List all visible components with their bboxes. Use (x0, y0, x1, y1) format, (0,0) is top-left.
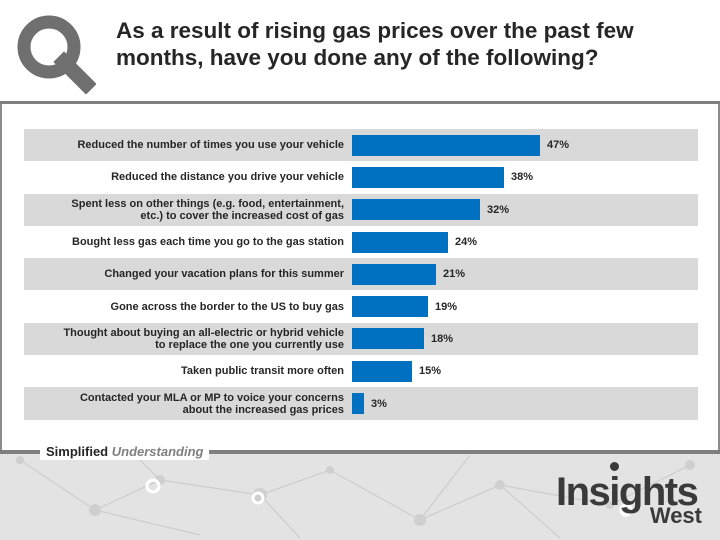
category-label: Changed your vacation plans for this sum… (24, 258, 344, 290)
chart-bar (352, 166, 504, 188)
tagline-rule (0, 450, 720, 454)
category-label-line: Spent less on other things (e.g. food, e… (71, 197, 344, 210)
data-label: 38% (511, 171, 534, 184)
brand-sub: West (649, 503, 702, 528)
chart-bar (352, 296, 428, 318)
header: As a result of rising gas prices over th… (0, 0, 720, 103)
chart-bar (352, 231, 448, 253)
chart-bar (352, 393, 364, 415)
category-label-line: Gone across the border to the US to buy … (110, 300, 344, 313)
data-label: 21% (443, 268, 466, 281)
brand-logo: Insights West (552, 462, 712, 530)
category-label-line: Contacted your MLA or MP to voice your c… (79, 391, 344, 404)
category-label-line: Reduced the distance you drive your vehi… (111, 171, 344, 184)
category-label-line: about the increased gas prices (182, 403, 344, 416)
category-label: Thought about buying an all-electric or … (24, 323, 344, 355)
data-label: 3% (371, 397, 387, 410)
category-label: Contacted your MLA or MP to voice your c… (24, 387, 344, 419)
category-label-line: etc.) to cover the increased cost of gas (140, 209, 344, 222)
category-label-line: Thought about buying an all-electric or … (63, 326, 344, 339)
chart-bar (352, 263, 436, 285)
category-label: Gone across the border to the US to buy … (24, 291, 344, 323)
category-label-line: to replace the one you currently use (155, 338, 344, 351)
data-label: 19% (435, 300, 458, 313)
data-label: 24% (455, 236, 478, 249)
data-label: 47% (547, 139, 570, 152)
category-label: Spent less on other things (e.g. food, e… (24, 194, 344, 226)
category-label-line: Bought less gas each time you go to the … (72, 236, 344, 249)
category-label-line: Changed your vacation plans for this sum… (104, 268, 344, 281)
tagline-part1: Simplified (46, 444, 109, 459)
chart-bar (352, 328, 424, 350)
chart-bar (352, 360, 412, 382)
brand-dot-icon (610, 462, 619, 471)
tagline: Simplified Understanding (40, 444, 210, 460)
page-title: As a result of rising gas prices over th… (116, 18, 634, 70)
data-label: 15% (419, 365, 442, 378)
category-label-line: Taken public transit more often (181, 365, 344, 378)
header-divider (0, 101, 720, 104)
brand-name: Insights (556, 470, 699, 514)
category-label: Reduced the number of times you use your… (24, 129, 344, 161)
data-label: 32% (487, 203, 510, 216)
category-label-line: Reduced the number of times you use your… (77, 139, 344, 152)
category-label: Bought less gas each time you go to the … (24, 226, 344, 258)
category-label: Taken public transit more often (24, 355, 344, 387)
frame-right-border (718, 104, 720, 450)
chart-bar (352, 134, 540, 156)
chart-bar (352, 199, 480, 221)
footer (0, 450, 720, 540)
data-label: 18% (431, 332, 454, 345)
tagline-part2: Understanding (111, 444, 204, 459)
category-label: Reduced the distance you drive your vehi… (24, 161, 344, 193)
network-background (16, 450, 695, 539)
magnifier-q-icon (17, 15, 96, 94)
frame-left-border (0, 104, 2, 450)
